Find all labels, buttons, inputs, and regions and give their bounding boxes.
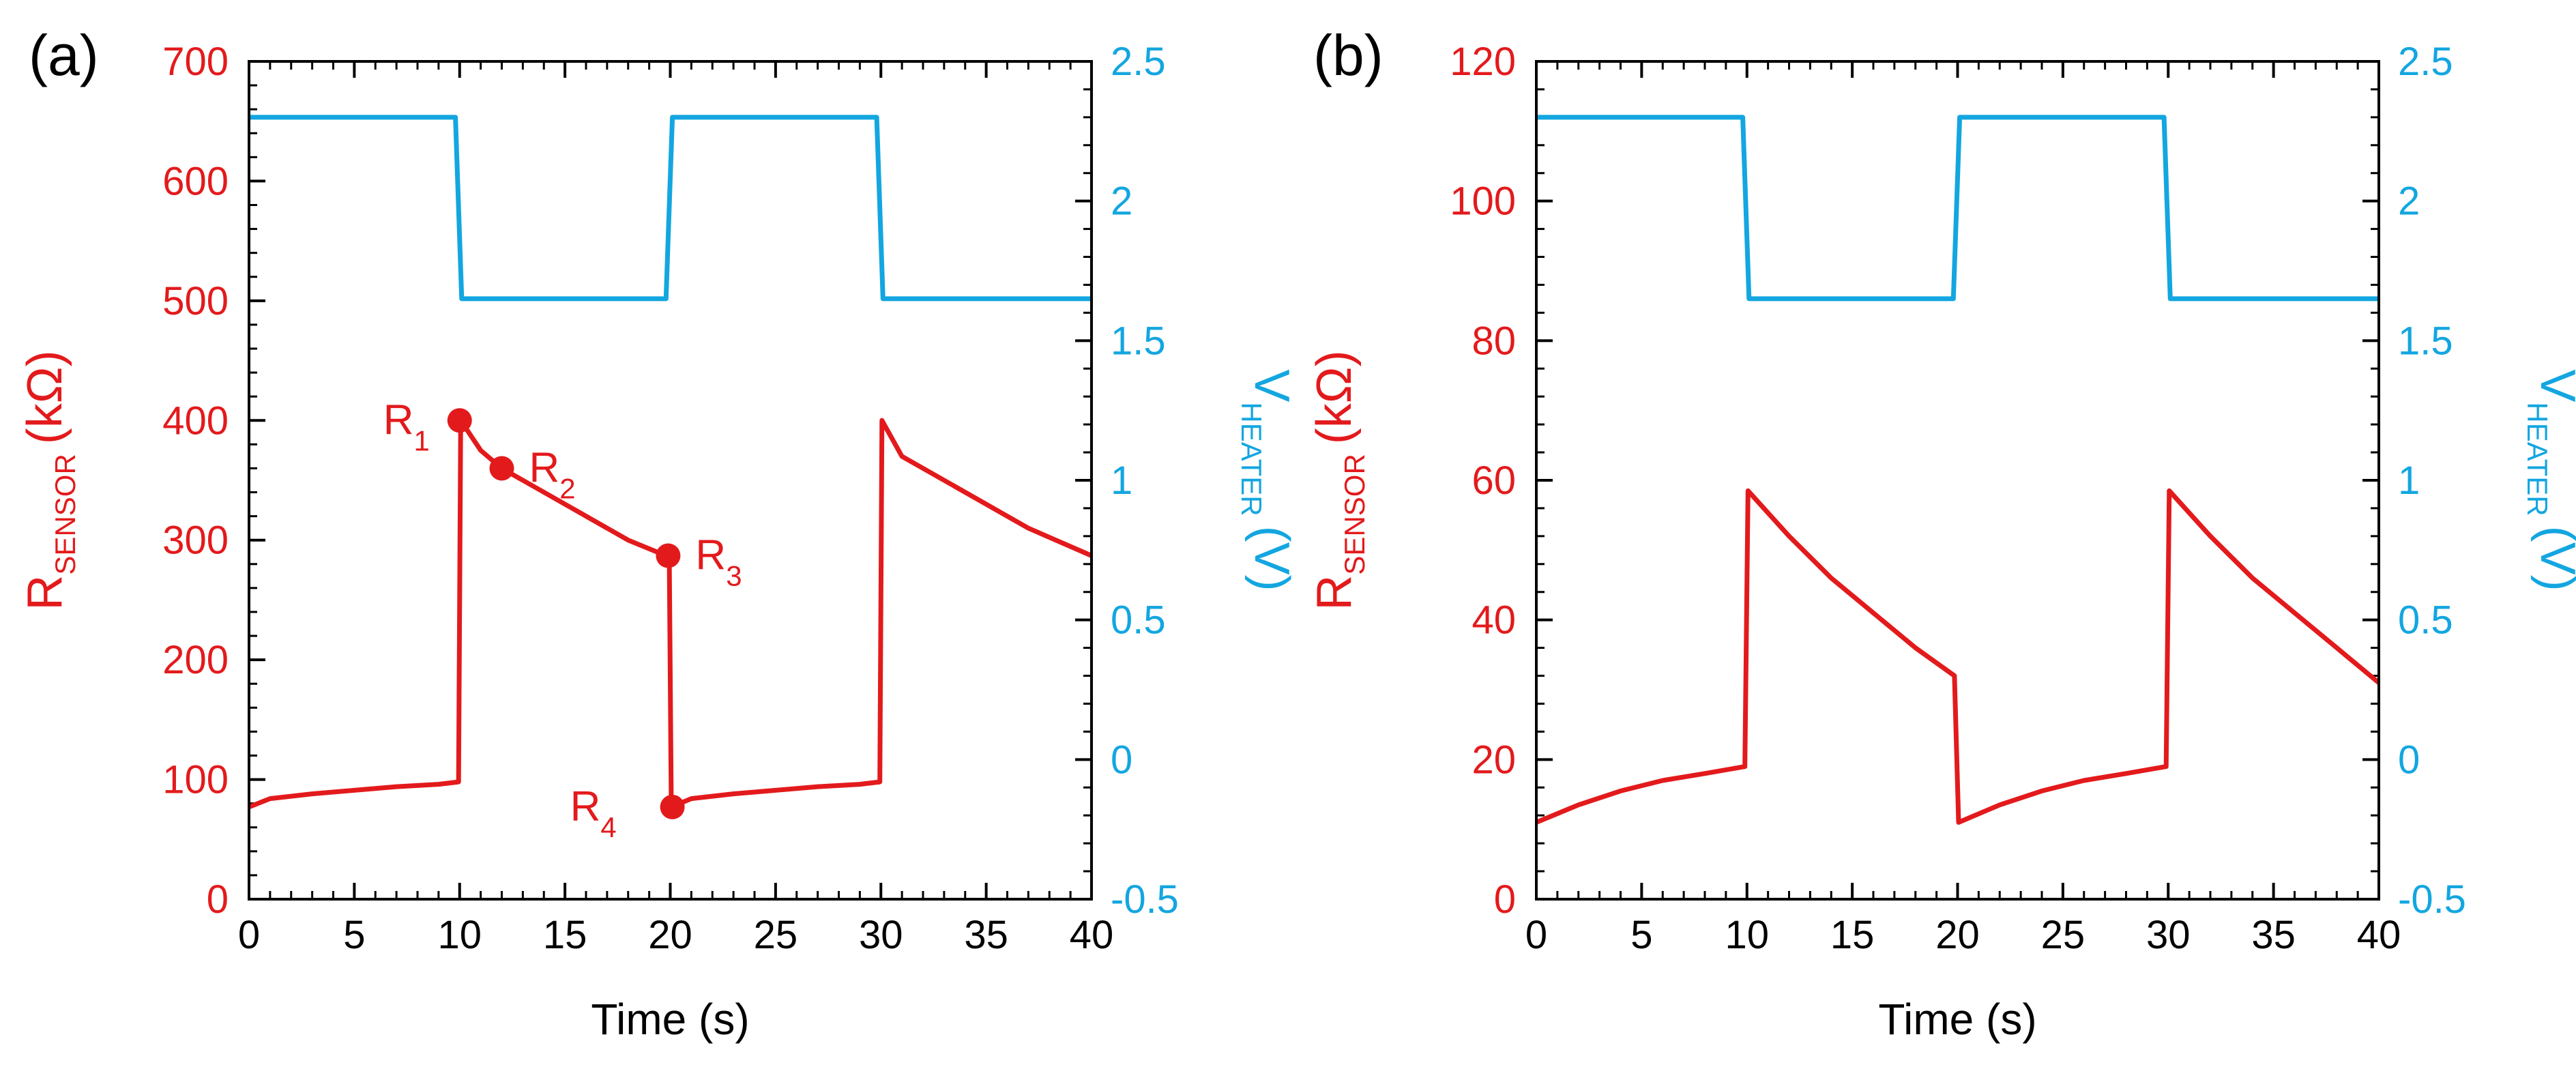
x-tick-label: 30 <box>859 913 903 957</box>
y-right-tick-label: 1.5 <box>1111 319 1166 363</box>
panel-label: (b) <box>1313 23 1384 87</box>
marker-point <box>656 543 681 568</box>
y-left-tick-label: 400 <box>162 398 229 443</box>
x-tick-label: 20 <box>648 913 692 957</box>
y-left-tick-label: 100 <box>162 758 229 802</box>
x-tick-label: 30 <box>2146 913 2191 957</box>
y-right-axis-label: VHEATER(V) <box>2521 369 2576 591</box>
y-left-tick-label: 100 <box>1450 179 1516 224</box>
series-r-sensor-line <box>248 418 1093 810</box>
y-left-tick-label: 600 <box>162 159 229 203</box>
marker-label: R2 <box>529 444 576 504</box>
x-tick-label: 40 <box>1070 913 1114 957</box>
x-tick-label: 20 <box>1935 913 1980 957</box>
marker-point <box>489 456 514 481</box>
marker-label: R1 <box>383 396 430 456</box>
y-left-tick-label: 500 <box>162 279 229 323</box>
y-right-tick-label: 1 <box>1111 458 1132 503</box>
y-left-tick-label: 700 <box>162 40 229 84</box>
marker-label: R3 <box>695 532 742 592</box>
x-tick-label: 35 <box>964 913 1008 957</box>
y-right-tick-label: 2.5 <box>1111 40 1166 84</box>
y-right-tick-label: 1 <box>2398 458 2420 503</box>
y-left-tick-label: 120 <box>1450 40 1516 84</box>
marker-point <box>660 794 685 819</box>
y-right-axis-label: VHEATER(V) <box>1235 369 1299 591</box>
x-tick-label: 25 <box>754 913 798 957</box>
plot-frame <box>248 60 1093 901</box>
y-left-tick-label: 60 <box>1472 458 1516 503</box>
y-right-tick-label: 0.5 <box>1111 598 1166 643</box>
marker-label: R4 <box>570 783 617 843</box>
marker-point <box>447 408 472 433</box>
y-right-tick-label: -0.5 <box>2398 877 2466 922</box>
y-right-tick-label: 2 <box>1111 179 1132 224</box>
y-left-tick-label: 20 <box>1472 737 1516 782</box>
x-tick-label: 0 <box>1525 913 1547 957</box>
y-right-tick-label: -0.5 <box>1111 877 1179 922</box>
x-axis-label: Time (s) <box>591 995 749 1044</box>
x-tick-label: 5 <box>343 913 365 957</box>
x-tick-label: 0 <box>238 913 260 957</box>
y-left-tick-label: 200 <box>162 638 229 682</box>
x-tick-label: 25 <box>2041 913 2085 957</box>
panel-label: (a) <box>29 23 99 87</box>
y-right-tick-label: 1.5 <box>2398 319 2453 363</box>
plot-frame <box>1535 60 2380 901</box>
panel-b: (b) 0 5 10 15 20 25 30 35 40 0 20 40 60 80 100 120 -0.5 0 0… <box>1307 23 2576 1044</box>
series-v-heater-line <box>1536 115 2379 302</box>
x-tick-label: 15 <box>1830 913 1875 957</box>
y-right-tick-label: 0 <box>2398 737 2420 782</box>
x-tick-label: 10 <box>1725 913 1769 957</box>
x-tick-label: 5 <box>1630 913 1652 957</box>
x-tick-label: 10 <box>437 913 482 957</box>
x-tick-label: 40 <box>2357 913 2401 957</box>
y-left-tick-label: 300 <box>162 518 229 563</box>
x-tick-label: 15 <box>543 913 587 957</box>
y-left-tick-label: 40 <box>1472 598 1516 643</box>
x-tick-label: 35 <box>2251 913 2296 957</box>
y-left-axis-label: RSENSOR(kΩ) <box>1307 350 1371 610</box>
y-right-tick-label: 0.5 <box>2398 598 2453 643</box>
y-left-tick-label: 80 <box>1472 319 1516 363</box>
y-left-tick-label: 0 <box>207 877 229 922</box>
y-left-axis-label: RSENSOR(kΩ) <box>18 350 81 610</box>
x-axis-label: Time (s) <box>1878 995 2036 1044</box>
panel-a: (a)0 5 10 15 20 25 30 35 40010020030040050060070… <box>18 23 1299 1044</box>
series-r-sensor-line <box>1535 488 2381 825</box>
y-right-tick-label: 2.5 <box>2398 40 2453 84</box>
y-right-tick-label: 0 <box>1111 737 1132 782</box>
series-v-heater-line <box>249 115 1092 302</box>
y-right-tick-label: 2 <box>2398 179 2420 224</box>
y-left-tick-label: 0 <box>1494 877 1516 922</box>
